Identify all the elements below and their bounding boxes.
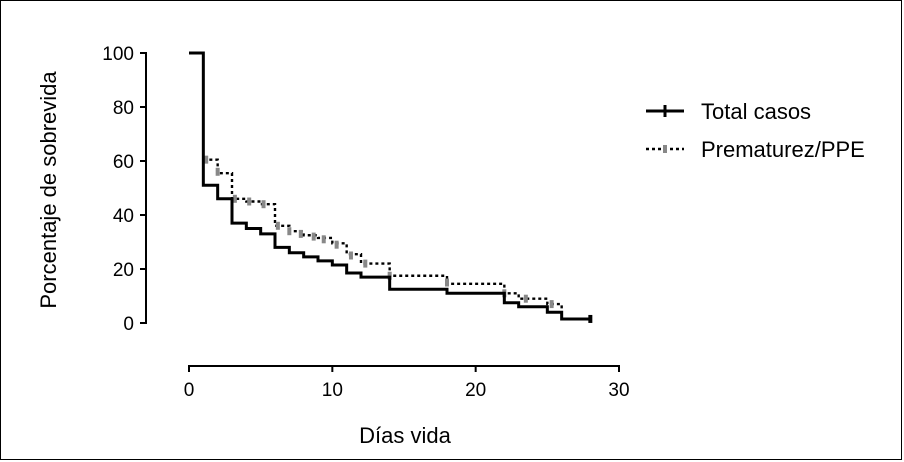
censor-mark-prematurez-2: [232, 194, 237, 203]
series-total-casos-line: [189, 51, 591, 321]
y-tick-label-0: 0: [123, 314, 134, 335]
y-tick-label-40: 40: [113, 206, 134, 227]
y-tick-label-100: 100: [102, 44, 134, 65]
legend-swatch-prematurez-marker: [663, 145, 667, 153]
censor-mark-prematurez-3: [247, 197, 252, 206]
x-axis-title: Días vida: [359, 423, 451, 448]
censor-mark-prematurez-9: [321, 235, 326, 244]
censor-mark-prematurez-6: [287, 227, 292, 236]
series-prematurez-line: [203, 158, 591, 321]
censor-mark-prematurez-4: [261, 200, 266, 209]
censor-mark-prematurez-16: [523, 294, 528, 303]
censor-mark-prematurez-17: [549, 300, 554, 309]
censor-mark-prematurez-7: [298, 229, 303, 238]
axes: 0 20 40 60 80 100 0 10 20 30: [102, 44, 629, 401]
censor-mark-prematurez-11: [348, 251, 353, 260]
legend: Total casos Prematurez/PPE: [646, 99, 865, 162]
censor-mark-prematurez-10: [334, 240, 339, 249]
x-tick-label-30: 30: [608, 380, 629, 401]
legend-label-prematurez: Prematurez/PPE: [701, 137, 865, 162]
x-tick-label-20: 20: [465, 380, 486, 401]
censor-mark-prematurez-14: [445, 278, 449, 287]
censor-mark-prematurez-5: [275, 221, 280, 230]
y-tick-label-80: 80: [113, 98, 134, 119]
censor-mark-prematurez-12: [363, 259, 368, 268]
x-tick-label-0: 0: [184, 380, 195, 401]
series-layer: [189, 51, 593, 323]
y-tick-label-20: 20: [113, 260, 134, 281]
x-tick-label-10: 10: [322, 380, 343, 401]
y-axis-title: Porcentaje de sobrevida: [36, 71, 61, 309]
y-tick-label-60: 60: [113, 152, 134, 173]
censor-mark-total-casos-end: [588, 314, 593, 323]
censor-mark-prematurez-1: [215, 167, 220, 176]
censor-mark-prematurez-0: [204, 155, 209, 164]
legend-label-total-casos: Total casos: [701, 99, 811, 124]
censor-mark-prematurez-8: [311, 232, 316, 241]
